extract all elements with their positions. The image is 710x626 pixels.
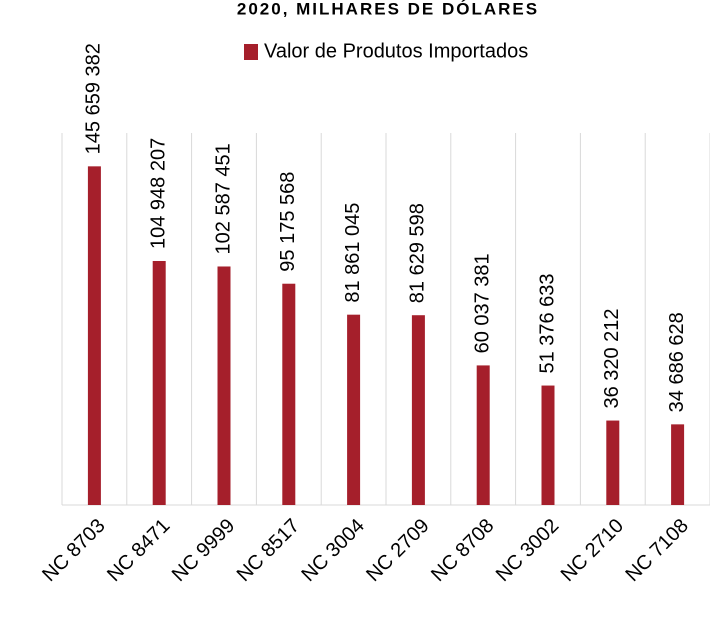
x-tick-label: NC 8517 bbox=[233, 515, 304, 586]
legend-label: Valor de Produtos Importados bbox=[264, 40, 528, 62]
data-label: 145 659 382 bbox=[83, 43, 105, 154]
x-tick-label: NC 2710 bbox=[557, 515, 628, 586]
bar bbox=[671, 424, 685, 505]
bar bbox=[606, 420, 620, 505]
legend-swatch bbox=[244, 44, 258, 60]
bar bbox=[541, 385, 555, 505]
x-tick-label: NC 7108 bbox=[621, 515, 692, 586]
x-tick-label: NC 9999 bbox=[168, 515, 239, 586]
bar bbox=[411, 315, 425, 505]
bar bbox=[217, 266, 231, 505]
x-tick-label: NC 8703 bbox=[38, 515, 109, 586]
data-label: 81 629 598 bbox=[407, 203, 429, 303]
bar bbox=[476, 365, 490, 505]
bar bbox=[152, 260, 166, 505]
data-label: 81 861 045 bbox=[342, 203, 364, 303]
bar bbox=[347, 314, 361, 505]
bar bbox=[87, 166, 101, 506]
data-label: 36 320 212 bbox=[601, 308, 623, 408]
data-label: 104 948 207 bbox=[147, 138, 169, 249]
data-label: 102 587 451 bbox=[212, 143, 234, 254]
x-tick-label: NC 8708 bbox=[427, 515, 498, 586]
chart-title: 2020, MILHARES DE DÓLARES bbox=[237, 0, 539, 18]
x-tick-label: NC 8471 bbox=[103, 515, 174, 586]
x-tick-label: NC 2709 bbox=[362, 515, 433, 586]
bar bbox=[282, 283, 296, 505]
x-tick-label: NC 3004 bbox=[297, 515, 368, 586]
data-label: 60 037 381 bbox=[471, 253, 493, 353]
data-label: 95 175 568 bbox=[277, 172, 299, 272]
x-tick-label: NC 3002 bbox=[492, 515, 563, 586]
data-label: 51 376 633 bbox=[536, 273, 558, 373]
data-label: 34 686 628 bbox=[666, 312, 688, 412]
